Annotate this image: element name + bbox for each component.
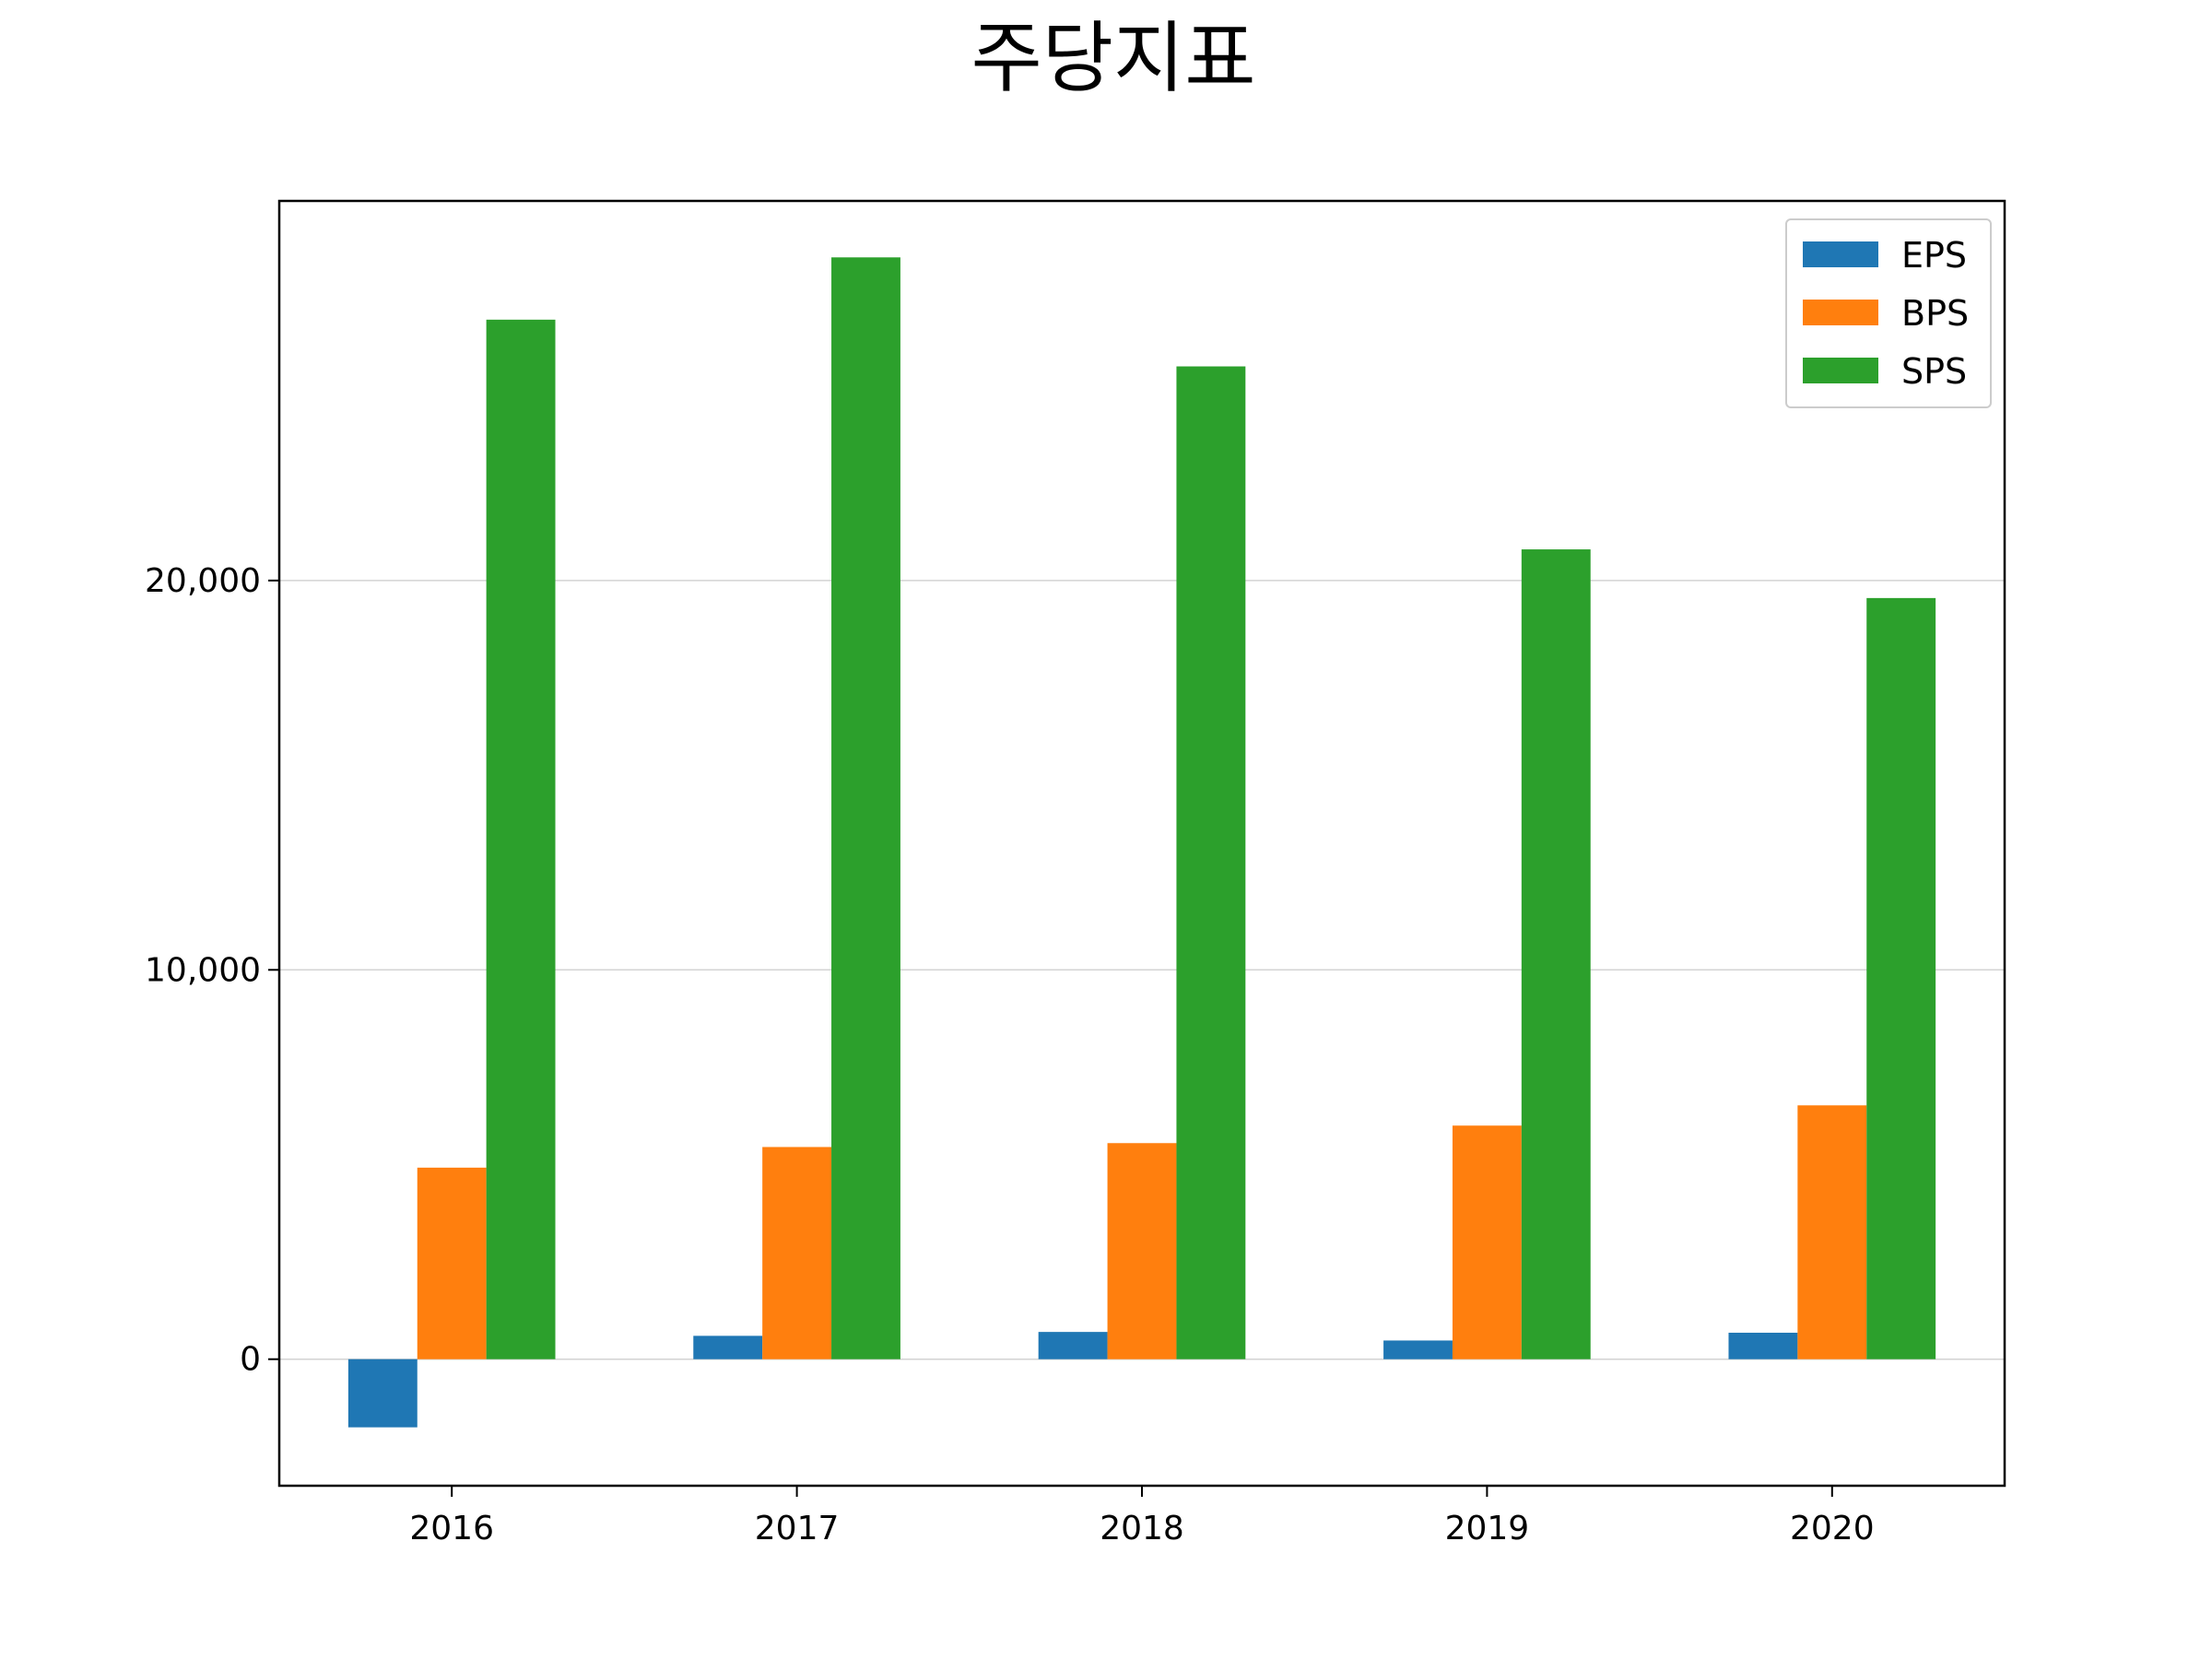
bar-bps-2018 bbox=[1107, 1143, 1177, 1359]
bar-sps-2020 bbox=[1866, 597, 1936, 1359]
legend-label-eps: EPS bbox=[1901, 235, 1967, 276]
y-tick-label: 20,000 bbox=[145, 562, 261, 600]
legend-label-bps: BPS bbox=[1901, 293, 1969, 334]
legend-label-sps: SPS bbox=[1901, 351, 1967, 392]
y-axis: 0 10,000 20,000 bbox=[145, 562, 279, 1379]
legend-swatch-sps bbox=[1803, 358, 1878, 383]
chart-title: 주당지표 bbox=[971, 13, 1255, 103]
x-axis: 2016 2017 2018 2019 2020 bbox=[409, 1486, 1875, 1547]
x-tick-label: 2018 bbox=[1100, 1510, 1184, 1547]
y-tick-label: 10,000 bbox=[145, 951, 261, 989]
bar-sps-2017 bbox=[831, 257, 900, 1359]
y-tick-label: 0 bbox=[240, 1341, 261, 1379]
legend: EPS BPS SPS bbox=[1785, 218, 1992, 408]
bar-sps-2019 bbox=[1521, 549, 1591, 1359]
bar-bps-2019 bbox=[1452, 1125, 1522, 1359]
bar-bps-2016 bbox=[417, 1167, 487, 1359]
bar-bps-2020 bbox=[1797, 1105, 1867, 1359]
bar-eps-2020 bbox=[1728, 1332, 1798, 1359]
x-tick-label: 2020 bbox=[1790, 1510, 1875, 1547]
x-tick-label: 2017 bbox=[755, 1510, 840, 1547]
bar-sps-2016 bbox=[486, 319, 556, 1359]
bar-eps-2018 bbox=[1038, 1332, 1108, 1359]
bar-sps-2018 bbox=[1176, 366, 1246, 1359]
bar-eps-2016 bbox=[347, 1359, 418, 1428]
bar-eps-2019 bbox=[1383, 1340, 1453, 1359]
bars bbox=[347, 257, 1936, 1428]
bar-bps-2017 bbox=[762, 1147, 832, 1359]
x-tick-label: 2019 bbox=[1445, 1510, 1530, 1547]
legend-swatch-bps bbox=[1803, 300, 1878, 325]
legend-swatch-eps bbox=[1803, 241, 1878, 267]
x-tick-label: 2016 bbox=[409, 1510, 494, 1547]
bar-eps-2017 bbox=[693, 1335, 763, 1359]
